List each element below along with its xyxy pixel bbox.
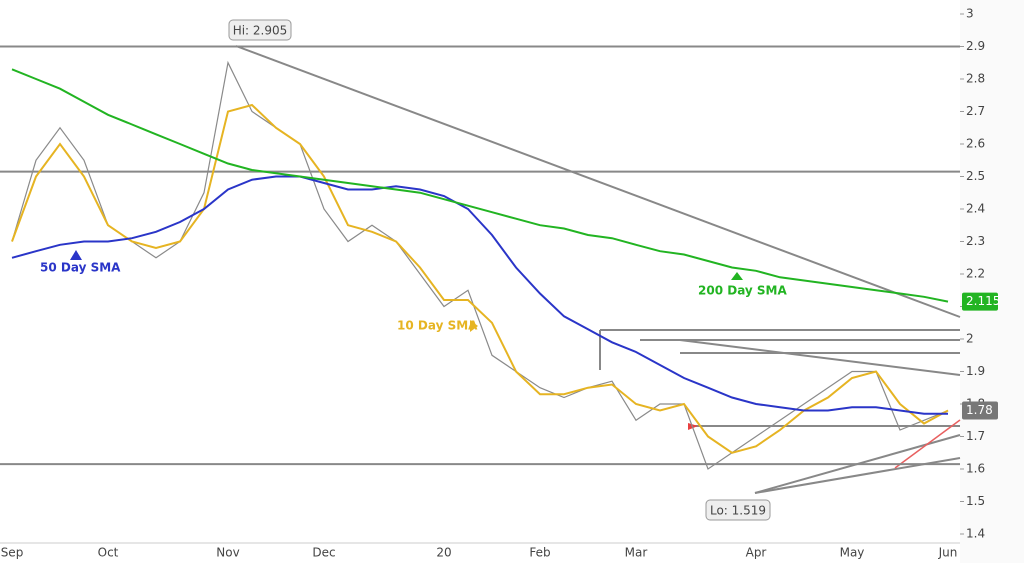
lo-label-box — [705, 499, 771, 521]
y-tick-label: 2.7 — [966, 104, 985, 118]
sma-marker — [470, 320, 478, 332]
support-line — [894, 419, 961, 469]
series-line — [11, 60, 949, 470]
axis-panel — [960, 0, 1024, 563]
series-line — [11, 175, 948, 415]
hi-label-box — [228, 19, 292, 41]
y-tick-label: 2.9 — [966, 39, 985, 53]
sma-label: 10 Day SMA — [397, 319, 478, 333]
x-tick-label: Oct — [98, 546, 119, 560]
x-tick-label: May — [840, 546, 865, 560]
x-tick-label: Mar — [625, 546, 648, 560]
x-tick-label: Feb — [529, 546, 550, 560]
y-tick-label: 2.3 — [966, 234, 985, 248]
hi-label: Hi: 2.905 — [233, 24, 288, 38]
price-tag — [962, 401, 998, 420]
x-tick-label: Apr — [746, 546, 767, 560]
y-tick-label: 2 — [966, 332, 974, 346]
y-tick-label: 1.9 — [966, 364, 985, 378]
y-tick-label: 1.7 — [966, 429, 985, 443]
x-tick-label: Nov — [216, 546, 239, 560]
sma-marker — [731, 272, 743, 280]
x-tick-label: Jun — [938, 546, 958, 560]
sma-label: 200 Day SMA — [698, 284, 788, 298]
arrow-marker — [688, 423, 698, 430]
y-tick-label: 1.5 — [966, 494, 985, 508]
price-tag — [962, 292, 998, 311]
x-tick-label: Dec — [312, 546, 335, 560]
y-tick-label: 1.4 — [966, 527, 985, 541]
price-tag-label: 1.78 — [966, 403, 993, 417]
sma-marker — [70, 250, 82, 260]
y-tick-label: 1.6 — [966, 462, 985, 476]
y-tick-label: 2.6 — [966, 137, 985, 151]
series-line — [11, 103, 949, 454]
y-tick-label: 2.8 — [966, 72, 985, 86]
trendlines — [235, 45, 961, 494]
series-line — [11, 68, 949, 303]
y-tick-label: 2.2 — [966, 267, 985, 281]
price-tag-label: 2.115 — [966, 294, 1000, 308]
lo-label: Lo: 1.519 — [710, 504, 766, 518]
y-tick-label: 2.4 — [966, 202, 985, 216]
y-tick-label: 2.5 — [966, 169, 985, 183]
x-tick-label: 20 — [436, 546, 451, 560]
y-tick-label: 3 — [966, 7, 974, 21]
sma-label: 50 Day SMA — [40, 261, 121, 275]
x-tick-label: Sep — [1, 546, 24, 560]
